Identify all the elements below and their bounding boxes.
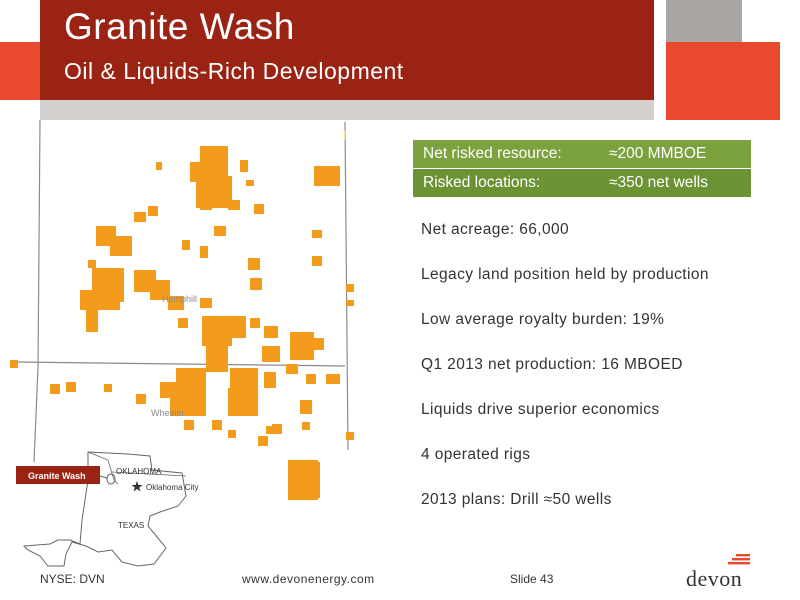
footer-ticker: NYSE: DVN bbox=[40, 572, 105, 586]
inset-state-oklahoma: OKLAHOMA bbox=[116, 467, 162, 476]
red-accent-block-right bbox=[666, 42, 780, 120]
fact-item: Liquids drive superior economics bbox=[421, 401, 660, 418]
acreage-blocks bbox=[10, 146, 354, 500]
metric-row: Risked locations: ≈350 net wells bbox=[413, 169, 751, 197]
inset-state-texas: TEXAS bbox=[118, 521, 144, 530]
title-band bbox=[40, 0, 654, 100]
county-label-hemphill: Hemphill bbox=[162, 294, 197, 304]
metric-value: ≈350 net wells bbox=[609, 174, 708, 191]
inset-city-label: Oklahoma City bbox=[146, 483, 198, 492]
slide-title: Granite Wash bbox=[64, 6, 295, 47]
fact-item: Net acreage: 66,000 bbox=[421, 221, 570, 238]
fact-item: 2013 plans: Drill ≈50 wells bbox=[421, 491, 612, 508]
red-accent-block-left bbox=[0, 42, 40, 100]
metrics-table: Net risked resource: ≈200 MMBOE Risked l… bbox=[413, 140, 751, 197]
logo-mark-icon bbox=[728, 554, 750, 565]
metric-value: ≈200 MMBOE bbox=[609, 145, 707, 162]
fact-list: Net acreage: 66,000 Legacy land position… bbox=[421, 221, 791, 536]
title-underband bbox=[40, 100, 654, 120]
devon-logo: devon bbox=[686, 552, 766, 592]
fact-item: 4 operated rigs bbox=[421, 446, 531, 463]
metric-label: Risked locations: bbox=[423, 174, 541, 191]
star-icon bbox=[131, 481, 143, 492]
slide-subtitle: Oil & Liquids-Rich Development bbox=[64, 58, 404, 84]
acreage-map: Hemphill Wheeler Granite Wash OKLAHOMA O… bbox=[10, 120, 354, 567]
fact-item: Q1 2013 net production: 16 MBOED bbox=[421, 356, 683, 373]
logo-wordmark: devon bbox=[686, 566, 743, 591]
inset-callout-label: Granite Wash bbox=[28, 471, 86, 481]
fact-item: Low average royalty burden: 19% bbox=[421, 311, 665, 328]
locator-inset-map: Granite Wash OKLAHOMA Oklahoma City TEXA… bbox=[16, 451, 198, 567]
footer-website: www.devonenergy.com bbox=[242, 572, 375, 586]
metric-label: Net risked resource: bbox=[423, 145, 562, 162]
slide-number: Slide 43 bbox=[510, 572, 554, 586]
fact-item: Legacy land position held by production bbox=[421, 266, 709, 283]
metric-row: Net risked resource: ≈200 MMBOE bbox=[413, 140, 751, 169]
county-label-wheeler: Wheeler bbox=[151, 408, 185, 418]
grey-accent-block bbox=[666, 0, 742, 42]
